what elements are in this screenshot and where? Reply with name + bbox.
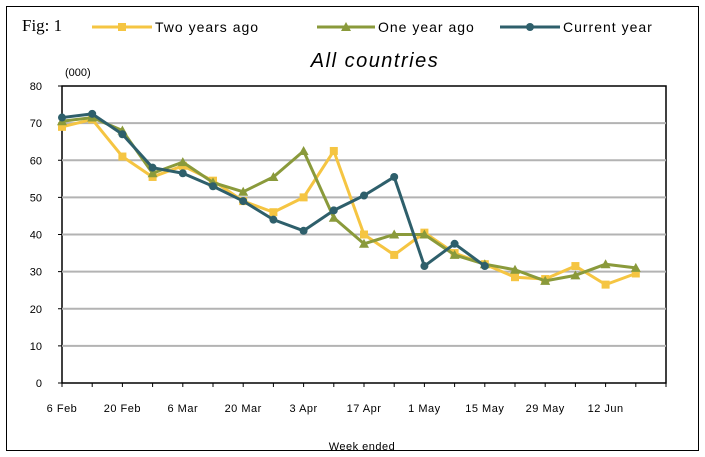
data-point — [298, 145, 309, 155]
x-tick-label: 15 May — [465, 403, 504, 415]
x-tick-label: 6 Feb — [47, 403, 78, 415]
data-point — [118, 130, 127, 139]
data-point — [510, 264, 520, 274]
data-point — [178, 169, 187, 178]
legend-label: Two years ago — [155, 19, 259, 35]
y-tick-label: 60 — [30, 155, 42, 167]
x-tick-label: 1 May — [408, 403, 440, 415]
data-point — [58, 122, 66, 131]
data-point — [631, 269, 640, 278]
y-tick-label: 70 — [30, 118, 42, 130]
x-tick-label: 17 Apr — [347, 403, 382, 415]
data-point — [600, 259, 611, 269]
data-point — [419, 229, 430, 239]
data-point — [328, 212, 339, 222]
series-line — [61, 116, 636, 283]
x-tick-label: 29 May — [526, 403, 565, 415]
series-one-year-ago — [57, 112, 641, 285]
data-point — [147, 168, 158, 178]
data-point — [540, 275, 551, 285]
data-point — [570, 270, 581, 280]
data-point — [511, 273, 519, 282]
y-tick-label: 10 — [30, 341, 42, 353]
data-point — [571, 262, 580, 271]
legend-item: One year ago — [317, 19, 475, 35]
data-point — [329, 146, 338, 155]
chart-title: All countries — [310, 50, 439, 72]
legend-item: Current year — [500, 19, 653, 35]
data-point — [299, 226, 308, 235]
chart-frame — [6, 6, 699, 451]
y-tick-label: 20 — [30, 304, 42, 316]
unit-label: (000) — [65, 67, 91, 79]
legend-item: Two years ago — [92, 19, 259, 35]
x-tick-label: 20 Mar — [225, 403, 262, 415]
data-point — [118, 152, 127, 161]
data-point — [360, 230, 368, 239]
data-point — [390, 250, 399, 259]
figure-label: Fig: 1 — [22, 16, 62, 35]
y-tick-label: 40 — [30, 230, 42, 242]
data-point — [268, 171, 279, 181]
data-point — [390, 172, 399, 181]
x-axis-label: Week ended — [329, 441, 396, 453]
data-point — [359, 238, 369, 248]
data-point — [238, 186, 249, 196]
series-current-year — [58, 109, 489, 271]
data-point — [88, 109, 97, 118]
data-point — [480, 262, 489, 271]
data-point — [269, 215, 278, 224]
x-tick-label: 20 Feb — [104, 403, 141, 415]
x-tick-label: 3 Apr — [290, 403, 318, 415]
data-point — [526, 23, 534, 31]
data-point — [420, 262, 429, 271]
x-tick-label: 6 Mar — [167, 403, 198, 415]
data-point — [630, 262, 641, 272]
data-point — [329, 206, 338, 215]
data-point — [269, 208, 278, 217]
y-tick-label: 80 — [30, 81, 42, 93]
data-point — [177, 157, 188, 167]
data-point — [299, 193, 308, 202]
data-point — [450, 239, 459, 248]
data-point — [341, 22, 351, 31]
data-point — [601, 280, 610, 289]
data-point — [118, 23, 126, 31]
data-point — [209, 182, 217, 191]
legend-label: Current year — [563, 19, 653, 35]
data-point — [449, 249, 460, 259]
y-tick-label: 0 — [36, 378, 42, 390]
data-point — [389, 229, 400, 239]
data-point — [239, 197, 248, 206]
y-tick-label: 30 — [30, 267, 42, 279]
y-tick-label: 50 — [30, 192, 42, 204]
x-tick-label: 12 Jun — [588, 403, 624, 415]
data-point — [148, 163, 157, 172]
data-point — [360, 191, 368, 200]
legend-label: One year ago — [378, 19, 475, 35]
data-point — [58, 113, 66, 122]
